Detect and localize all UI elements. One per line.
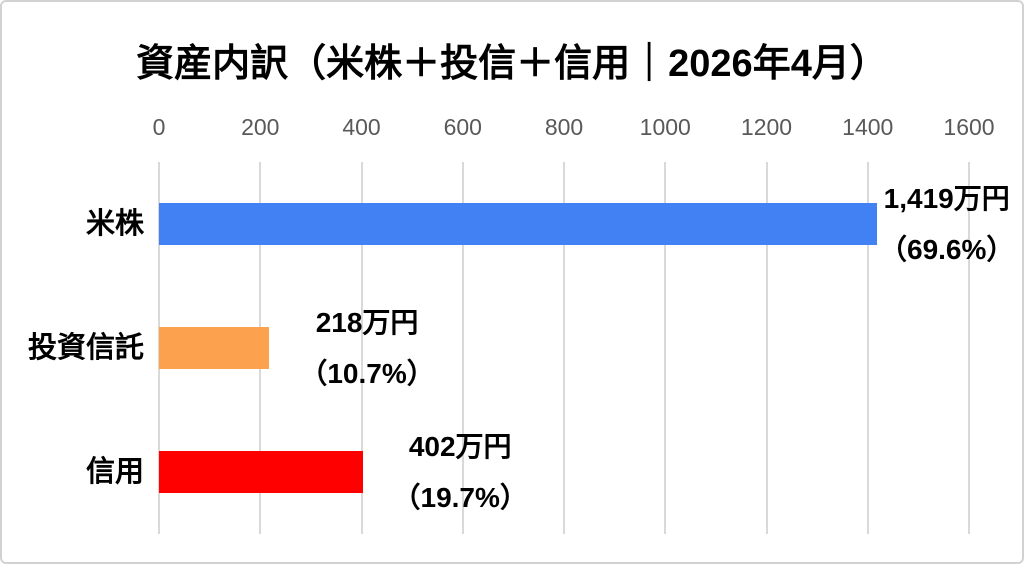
data-label-percent: （19.7%） xyxy=(392,482,528,513)
category-label: 信用 xyxy=(85,456,144,488)
data-label: 218万円 （10.7%） xyxy=(299,297,434,399)
x-axis-tick-label: 400 xyxy=(342,114,381,140)
x-axis-tick-label: 0 xyxy=(152,114,166,140)
data-label-percent: （10.7%） xyxy=(299,358,435,389)
bar xyxy=(159,451,363,493)
data-label-amount: 1,419万円 xyxy=(883,183,1010,214)
chart-title: 資産内訳（米株＋投信＋信用｜2026年4月） xyxy=(136,43,888,85)
data-label: 1,419万円 （69.6%） xyxy=(879,173,1014,275)
x-axis-tick-label: 1600 xyxy=(943,114,995,140)
x-axis-tick-label: 1400 xyxy=(842,114,894,140)
gridline xyxy=(664,162,667,534)
x-axis-tick-label: 800 xyxy=(544,114,584,140)
x-axis-tick-label: 1200 xyxy=(740,114,793,140)
category-label: 米株 xyxy=(85,208,144,240)
x-axis-tick-label: 1000 xyxy=(639,114,691,140)
bar xyxy=(159,327,270,369)
gridline xyxy=(866,162,869,534)
gridline xyxy=(360,162,363,534)
data-label-amount: 218万円 xyxy=(315,307,419,338)
data-label-percent: （69.6%） xyxy=(879,234,1015,265)
data-label-amount: 402万円 xyxy=(408,431,512,462)
x-axis-tick-label: 600 xyxy=(443,114,482,140)
category-label: 投資信託 xyxy=(27,332,144,364)
x-axis-tick-label: 200 xyxy=(241,114,280,140)
data-label: 402万円 （19.7%） xyxy=(393,421,528,523)
gridline xyxy=(968,162,970,534)
gridline xyxy=(563,162,565,534)
gridline xyxy=(765,162,768,534)
bar xyxy=(159,203,878,245)
gridline xyxy=(461,162,464,534)
